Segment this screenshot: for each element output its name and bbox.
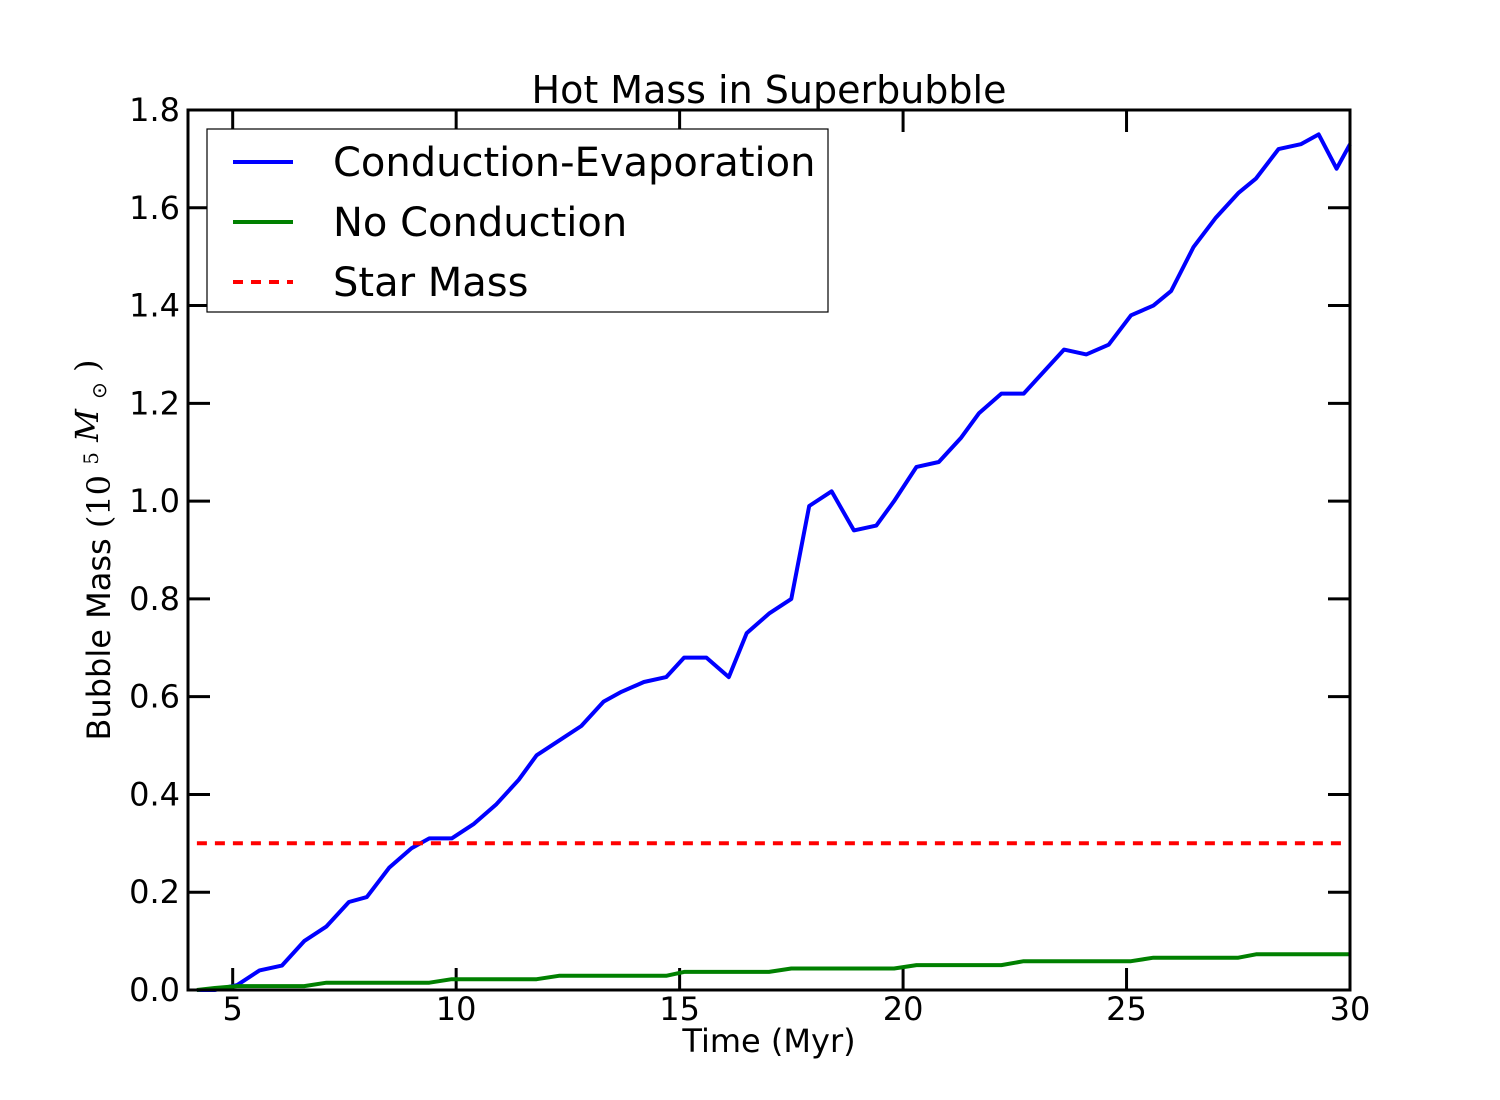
legend-label-conduction: Conduction-Evaporation	[333, 140, 815, 186]
y-axis-unit-symbol: M	[68, 408, 106, 443]
legend-label-star-mass: Star Mass	[333, 260, 528, 306]
y-tick-label: 0.6	[129, 678, 180, 716]
y-axis-label-text: Bubble Mass	[80, 538, 118, 740]
y-tick-label: 1.8	[129, 91, 180, 129]
x-tick-label: 30	[1330, 990, 1371, 1028]
x-tick-label: 10	[436, 990, 477, 1028]
x-tick-label: 5	[223, 990, 243, 1028]
legend: Conduction-Evaporation No Conduction Sta…	[206, 128, 829, 313]
y-tick-label: 1.4	[129, 287, 180, 325]
svg-text:Bubble Mass (10: Bubble Mass (10 5 M ⊙ )	[68, 360, 118, 741]
y-tick-label: 1.2	[129, 384, 180, 422]
x-tick-label: 15	[659, 990, 700, 1028]
y-tick-label: 0.0	[129, 971, 180, 1009]
y-tick-label: 0.8	[129, 580, 180, 618]
y-tick-label: 0.2	[129, 873, 180, 911]
plot-frame	[186, 108, 1352, 992]
no-conduction-line	[196, 952, 1350, 992]
y-tick-label: 0.4	[129, 775, 180, 813]
y-axis-label: Bubble Mass (10 5 M ⊙ )	[68, 360, 118, 741]
y-axis-unit-exp: 5	[79, 452, 103, 465]
chart-title: Hot Mass in Superbubble	[532, 68, 1007, 112]
y-axis-unit-base: (10	[80, 475, 118, 528]
x-tick-label: 20	[883, 990, 924, 1028]
y-axis-unit-sub: ⊙	[87, 382, 111, 399]
y-axis-unit-close: )	[68, 360, 106, 372]
conduction-evaporation-line	[196, 132, 1352, 992]
x-axis-label: Time (Myr)	[681, 1022, 855, 1060]
y-tick-label: 1.6	[129, 189, 180, 227]
x-tick-label: 25	[1106, 990, 1147, 1028]
y-tick-label: 1.0	[129, 482, 180, 520]
legend-label-no-conduction: No Conduction	[333, 200, 627, 246]
legend-box	[206, 128, 829, 313]
series-layer	[196, 132, 1352, 992]
